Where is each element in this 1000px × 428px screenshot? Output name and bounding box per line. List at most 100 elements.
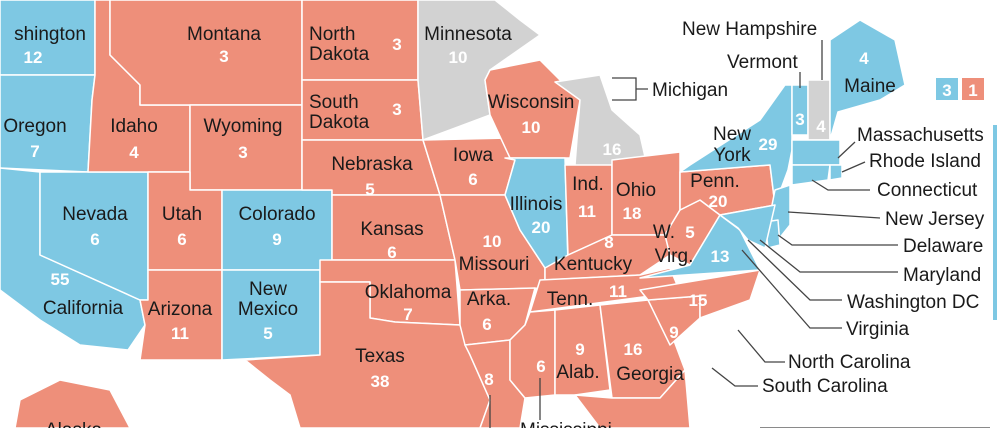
connecticut-label: Connecticut <box>877 180 978 201</box>
massachusetts-label: Massachusetts <box>857 125 984 146</box>
texas-votes: 38 <box>371 372 390 391</box>
colorado-votes: 9 <box>272 230 281 249</box>
massachusetts-shape[interactable] <box>791 139 841 166</box>
oregon-votes: 7 <box>30 142 39 161</box>
massachusetts-leader <box>837 141 856 159</box>
wisconsin-votes: 10 <box>522 118 541 137</box>
south-dakota-label-2: Dakota <box>309 112 370 133</box>
wisconsin-label: Wisconsin <box>488 92 575 113</box>
virginia-votes: 13 <box>711 247 730 266</box>
indiana-votes: 11 <box>578 202 596 221</box>
alaska-shape[interactable] <box>14 379 131 428</box>
nevada-label: Nevada <box>62 204 128 225</box>
nebraska-votes: 5 <box>365 180 374 199</box>
new-york-label-1: New <box>713 124 751 145</box>
north-carolina-votes: 15 <box>689 291 708 310</box>
minnesota-votes: 10 <box>449 48 468 67</box>
kansas-label: Kansas <box>360 219 423 240</box>
new-york-shape[interactable] <box>679 84 793 206</box>
washington-votes: 12 <box>24 48 43 67</box>
new-york-label-2: York <box>713 145 751 166</box>
tennessee-shape[interactable] <box>529 267 681 313</box>
south-dakota-votes: 3 <box>392 100 401 119</box>
new-mexico-label-1: New <box>249 279 287 300</box>
alabama-votes: 9 <box>575 340 584 359</box>
south-carolina-label: South Carolina <box>762 376 888 397</box>
maine-shape[interactable] <box>829 19 906 141</box>
west-virginia-label-2: Virg. <box>655 246 694 267</box>
florida-shape[interactable] <box>574 369 691 428</box>
oregon-label: Oregon <box>3 116 66 137</box>
vermont-label: Vermont <box>727 52 798 73</box>
montana-votes: 3 <box>219 47 228 66</box>
nevada-votes: 6 <box>90 230 99 249</box>
wyoming-votes: 3 <box>238 143 247 162</box>
maryland-shape[interactable] <box>719 204 776 249</box>
new-hampshire-votes: 4 <box>816 117 826 136</box>
virginia-leader <box>741 249 842 329</box>
pennsylvania-label: Penn. <box>690 171 740 192</box>
north-dakota-label-1: North <box>309 24 355 45</box>
pennsylvania-votes: 20 <box>709 192 728 211</box>
tennessee-votes: 11 <box>609 282 627 301</box>
alaska-label: Alaska <box>45 420 102 428</box>
north-carolina-leader <box>737 329 785 363</box>
idaho-votes: 4 <box>129 143 139 162</box>
north-carolina-label: North Carolina <box>788 352 911 373</box>
connecticut-shape[interactable] <box>791 164 831 186</box>
connecticut-leader <box>811 179 870 191</box>
maryland-label: Maryland <box>903 265 981 286</box>
iowa-votes: 6 <box>468 170 477 189</box>
tennessee-label: Tenn. <box>547 289 593 310</box>
minnesota-label: Minnesota <box>424 24 512 45</box>
delaware-leader <box>777 234 898 246</box>
washington-dc-label: Washington DC <box>847 292 979 313</box>
nebraska-label: Nebraska <box>331 154 413 175</box>
virginia-label: Virginia <box>846 319 909 340</box>
washington-dc-leader <box>747 239 842 301</box>
mississippi-votes: 6 <box>536 357 545 376</box>
maine-split-legend: 3 1 <box>936 78 984 100</box>
texas-label: Texas <box>355 346 405 367</box>
new-mexico-votes: 5 <box>263 324 272 343</box>
kansas-votes: 6 <box>387 243 396 262</box>
colorado-label: Colorado <box>238 204 315 225</box>
idaho-label: Idaho <box>110 116 158 137</box>
rhode-island-label: Rhode Island <box>869 151 981 172</box>
georgia-label: Georgia <box>616 364 684 385</box>
rhode-island-shape[interactable] <box>829 164 843 181</box>
arizona-label: Arizona <box>148 299 213 320</box>
california-label: California <box>43 298 124 319</box>
new-york-votes: 29 <box>759 135 778 154</box>
leader-lines <box>489 40 997 428</box>
north-dakota-label-2: Dakota <box>309 44 370 65</box>
arkansas-label: Arka. <box>467 289 511 310</box>
south-carolina-votes: 9 <box>669 323 678 342</box>
arizona-votes: 11 <box>171 324 189 343</box>
new-hampshire-label: New Hampshire <box>682 19 817 40</box>
maine-dem-box <box>936 78 958 100</box>
delaware-label: Delaware <box>903 236 983 257</box>
oklahoma-label: Oklahoma <box>365 282 452 303</box>
north-dakota-votes: 3 <box>392 35 401 54</box>
georgia-votes: 16 <box>624 340 643 359</box>
alabama-shape[interactable] <box>554 304 611 396</box>
arkansas-votes: 6 <box>482 315 491 334</box>
maine-rep-box <box>962 78 984 100</box>
kentucky-votes: 8 <box>604 233 613 252</box>
alabama-label: Alab. <box>556 362 599 383</box>
new-jersey-leader <box>787 211 881 219</box>
missouri-label: Missouri <box>459 254 530 275</box>
louisiana-votes: 8 <box>484 370 493 389</box>
new-mexico-label-2: Mexico <box>238 299 298 320</box>
south-carolina-leader <box>711 367 758 387</box>
rhode-island-leader <box>841 161 866 173</box>
iowa-label: Iowa <box>453 145 494 166</box>
maine-label: Maine <box>844 76 896 97</box>
wisconsin-shape[interactable] <box>484 59 581 159</box>
ohio-label: Ohio <box>616 180 656 201</box>
michigan-votes: 16 <box>603 140 622 159</box>
montana-label: Montana <box>187 24 261 45</box>
wyoming-label: Wyoming <box>203 116 282 137</box>
